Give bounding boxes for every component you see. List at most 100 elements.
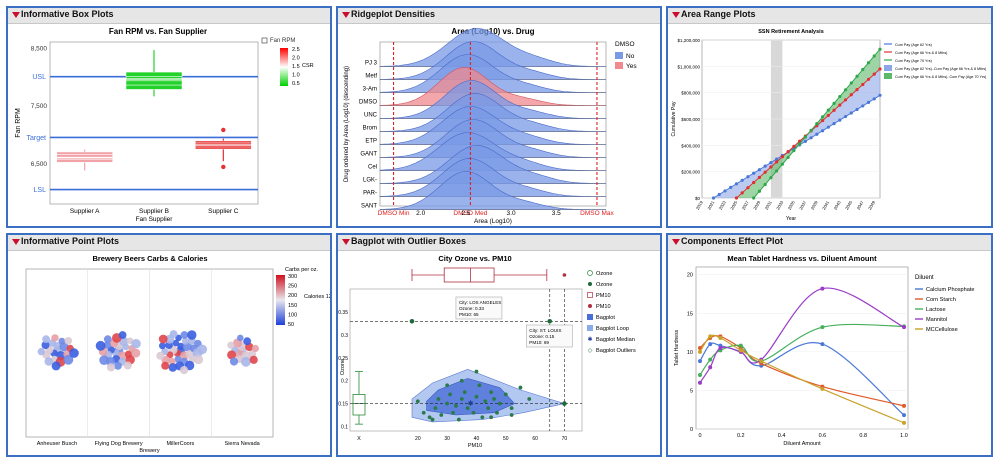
y-tick-label: Brom: [363, 126, 377, 132]
series-point: [855, 107, 859, 112]
x-tick-label: 2039: [810, 199, 819, 210]
series-point: [698, 373, 702, 377]
y-tick-label: $600,000: [681, 117, 700, 122]
legend-tick: 1.5: [292, 64, 300, 70]
panel-header: Informative Box Plots: [8, 8, 330, 24]
series-point: [711, 196, 716, 200]
series-point: [740, 178, 744, 182]
beer-point: [69, 348, 79, 358]
bagplot-swatch: [587, 314, 593, 320]
series-point: [803, 139, 807, 143]
point-plot-chart: Brewery Beers Carbs & Calories Anheuser B…: [25, 254, 330, 454]
x-tick-label: 3.5: [552, 210, 561, 217]
y-tick-label: 8,500: [31, 45, 48, 52]
y-tick-label: SANT: [361, 204, 377, 210]
callout-box: [455, 296, 503, 320]
series-point: [855, 74, 859, 78]
series-point: [729, 185, 733, 189]
series-point: [786, 149, 790, 154]
series-point: [752, 171, 756, 175]
legend-label: Ozone: [596, 282, 612, 288]
legend-tick: 2.5: [292, 47, 300, 53]
y-tick-label: 6,500: [31, 161, 48, 168]
data-point: [483, 399, 488, 404]
series-point: [769, 165, 773, 169]
x-tick-label: 2049: [867, 199, 876, 210]
y-tick-label: 0.2: [341, 379, 348, 385]
x-box-outlier: [562, 273, 567, 277]
x-tick-label: 2023: [718, 199, 727, 210]
data-point: [459, 397, 464, 401]
disclosure-triangle-icon[interactable]: [672, 12, 680, 18]
ridge-density: [379, 54, 606, 93]
beer-point: [99, 355, 109, 365]
panel-point-plots: Informative Point Plots Brewery Beers Ca…: [6, 233, 332, 457]
data-point: [474, 369, 479, 374]
data-point: [430, 417, 435, 422]
series-point: [759, 359, 764, 364]
series-point: [878, 93, 882, 97]
legend-label: Cum Pay (Age 62 Yrs)..Cum Pay (Age 66 Yr…: [895, 67, 986, 71]
beer-point: [249, 355, 258, 364]
reference-line-label: USL: [32, 74, 46, 81]
panel-title: Ridgeplot Densities: [351, 9, 436, 19]
legend-swatch: [615, 62, 623, 69]
beer-point: [103, 335, 112, 344]
x-axis-label: PM10: [468, 443, 482, 449]
disclosure-triangle-icon[interactable]: [342, 239, 350, 245]
x-tick-label: 2035: [787, 199, 796, 210]
data-point: [503, 392, 508, 397]
legend-title: Fan RPM: [270, 38, 295, 44]
legend-tick: 0.5: [292, 81, 300, 87]
callout-line: PM10: 65: [459, 312, 479, 317]
legend-label: Calories 12 oz: [304, 294, 330, 300]
data-point: [433, 406, 438, 411]
disclosure-triangle-icon[interactable]: [672, 239, 680, 245]
reference-line-label: Target: [27, 135, 47, 142]
data-point: [459, 378, 464, 383]
bagplot-outlier: [562, 401, 567, 406]
disclosure-triangle-icon[interactable]: [12, 239, 20, 245]
panel-header: Informative Point Plots: [8, 235, 330, 251]
ridge-density: [379, 41, 606, 80]
series-point: [803, 135, 807, 139]
disclosure-triangle-icon[interactable]: [12, 12, 20, 18]
ridgeplot-chart: Area (Log10) vs. Drug PJ 3 Metf 3-Am DMSO UNC…: [344, 27, 637, 225]
series-point: [809, 128, 813, 132]
x-tick-label: Supplier A: [70, 208, 100, 215]
y-tick-label: PAR-: [363, 191, 377, 197]
series-point: [769, 160, 773, 165]
data-point: [498, 401, 502, 406]
series-point: [698, 359, 702, 364]
disclosure-triangle-icon[interactable]: [342, 12, 350, 18]
beer-point: [229, 357, 239, 366]
series-point: [738, 343, 743, 348]
legend-label: Bagplot Loop: [596, 326, 629, 332]
y-tick-label: 20: [687, 273, 693, 279]
beer-point: [161, 361, 170, 370]
callout-line: City: ST. LOUIS: [529, 328, 561, 333]
beer-point: [172, 339, 180, 347]
y-tick-label: 0.1: [341, 424, 348, 430]
data-point: [489, 415, 494, 420]
legend-label: PM10: [596, 304, 611, 310]
beer-point: [180, 331, 189, 339]
legend-title: Diluent: [915, 275, 934, 281]
series-point: [866, 100, 871, 104]
data-point: [477, 383, 482, 388]
ridge-density: [379, 158, 606, 197]
legend-label: Cum Pay (Age 66 Yrs & 8 Mths)..Cum Pay (…: [895, 75, 986, 79]
y-tick-label: $1,200,000: [677, 38, 700, 43]
legend-label: Lactose: [926, 307, 946, 313]
legend-tick: 250: [288, 284, 297, 290]
beer-point: [237, 334, 244, 342]
beer-point: [182, 337, 189, 345]
beer-point: [51, 334, 59, 342]
x-tick-label: 20: [415, 436, 421, 442]
y-tick-label: 0.15: [338, 402, 348, 408]
beer-point: [51, 361, 61, 371]
callout-line: City: LOS ANGELES: [459, 300, 501, 305]
beer-point: [42, 335, 50, 344]
beer-point: [123, 361, 132, 370]
callout-line: PM10: 69: [529, 340, 549, 345]
